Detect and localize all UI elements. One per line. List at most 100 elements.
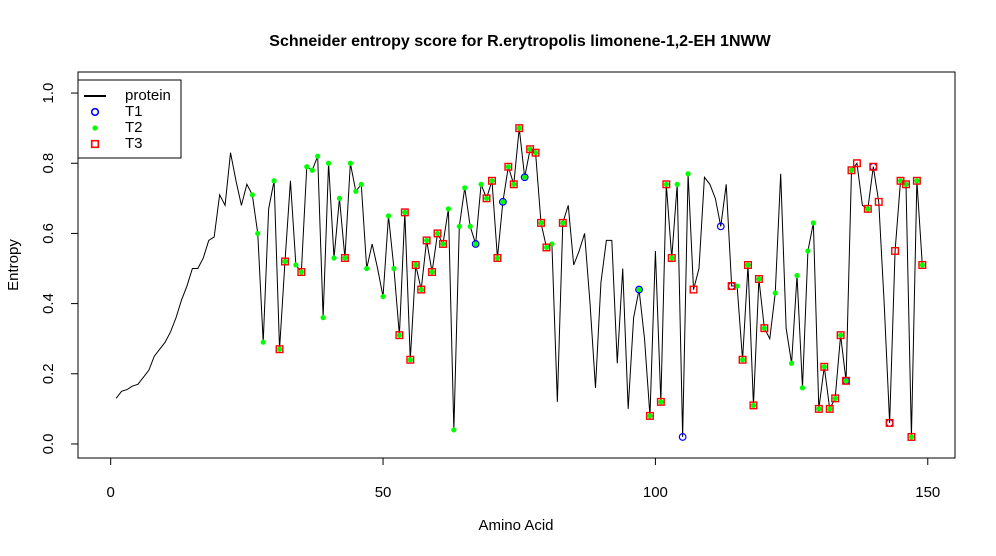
point-dot — [838, 332, 844, 338]
chart-title: Schneider entropy score for R.erytropoli… — [269, 33, 771, 50]
y-axis-label: Entropy — [5, 239, 22, 291]
point-square — [885, 418, 894, 427]
point-dot — [418, 286, 424, 293]
point-dot — [315, 153, 321, 159]
legend-label: T1 — [125, 103, 143, 120]
point-dot — [658, 399, 664, 405]
point-square — [411, 261, 420, 270]
point-dot — [434, 230, 441, 237]
point-dot — [919, 262, 925, 268]
point-dot — [293, 262, 299, 268]
point-dot — [827, 406, 833, 412]
point-dot — [309, 167, 315, 173]
point-dot — [636, 286, 642, 293]
point-dot — [543, 244, 550, 251]
x-tick-label: 100 — [643, 484, 668, 501]
point-dot — [843, 378, 849, 384]
point-dot — [298, 269, 304, 275]
point-dot — [320, 315, 326, 321]
point-dot — [674, 181, 680, 187]
point-square — [918, 261, 927, 270]
legend-label: T3 — [125, 135, 143, 152]
point-dot — [739, 357, 746, 363]
point-dot — [440, 241, 446, 247]
x-axis-label: Amino Acid — [478, 517, 553, 534]
point-dot — [527, 146, 533, 152]
point-square — [280, 257, 289, 266]
point-dot — [532, 150, 539, 156]
point-dot — [794, 272, 800, 279]
point-dot — [489, 178, 495, 184]
point-dot — [914, 178, 920, 184]
point-dot — [249, 192, 255, 198]
legend-box — [77, 79, 182, 159]
point-square — [852, 159, 861, 168]
point-circle — [635, 285, 643, 294]
point-circle — [716, 222, 725, 231]
legend-circle — [90, 107, 100, 117]
point-square — [869, 162, 878, 171]
point-dot — [788, 360, 795, 366]
point-square — [395, 331, 404, 340]
point-square — [754, 275, 763, 284]
point-square — [744, 261, 753, 270]
point-square — [836, 331, 845, 340]
point-square — [400, 208, 409, 217]
point-dot — [380, 293, 386, 300]
point-dot — [260, 339, 266, 345]
point-circle — [678, 433, 687, 441]
point-dot — [865, 206, 871, 212]
point-dot — [663, 181, 669, 187]
point-dot — [805, 248, 811, 254]
point-dot — [478, 181, 484, 187]
point-dot — [385, 213, 392, 219]
point-square — [428, 268, 437, 277]
point-dot — [331, 255, 337, 261]
point-dot — [799, 385, 806, 391]
point-square — [537, 218, 546, 227]
point-dot — [549, 241, 555, 247]
point-dot — [462, 185, 468, 191]
point-dot — [810, 220, 816, 226]
y-tick-label: 0.8 — [40, 153, 57, 174]
point-dot — [897, 178, 904, 184]
y-tick-label: 0.6 — [40, 223, 57, 244]
point-dot — [271, 178, 277, 184]
point-square — [504, 162, 513, 171]
point-square — [542, 243, 551, 252]
point-dot — [402, 209, 408, 215]
point-dot — [772, 290, 778, 296]
point-square — [433, 229, 442, 238]
point-dot — [505, 164, 511, 170]
point-dot — [848, 167, 855, 173]
y-tick-label: 0.2 — [40, 363, 57, 384]
point-dot — [516, 125, 522, 131]
point-dot — [903, 181, 909, 187]
point-dot — [685, 171, 691, 177]
point-dot — [821, 364, 827, 370]
point-dot — [347, 160, 353, 166]
point-dot — [494, 255, 501, 261]
point-dot — [276, 346, 283, 352]
point-dot — [396, 332, 402, 338]
point-square — [727, 282, 736, 291]
point-dot — [756, 276, 762, 282]
x-tick-label: 50 — [375, 484, 392, 501]
legend-square — [90, 139, 100, 149]
point-dot — [353, 188, 359, 194]
point-dot — [391, 265, 397, 272]
point-square — [340, 253, 349, 262]
point-dot — [500, 199, 506, 205]
point-circle — [520, 173, 529, 182]
point-circle — [471, 240, 480, 248]
point-square — [275, 345, 284, 354]
point-dot — [473, 241, 479, 247]
point-dot — [342, 255, 348, 261]
point-dot — [908, 434, 915, 440]
point-dot — [456, 223, 462, 229]
point-dot — [424, 237, 430, 244]
point-square — [406, 355, 415, 364]
point-dot — [816, 406, 822, 412]
point-square — [907, 432, 916, 441]
